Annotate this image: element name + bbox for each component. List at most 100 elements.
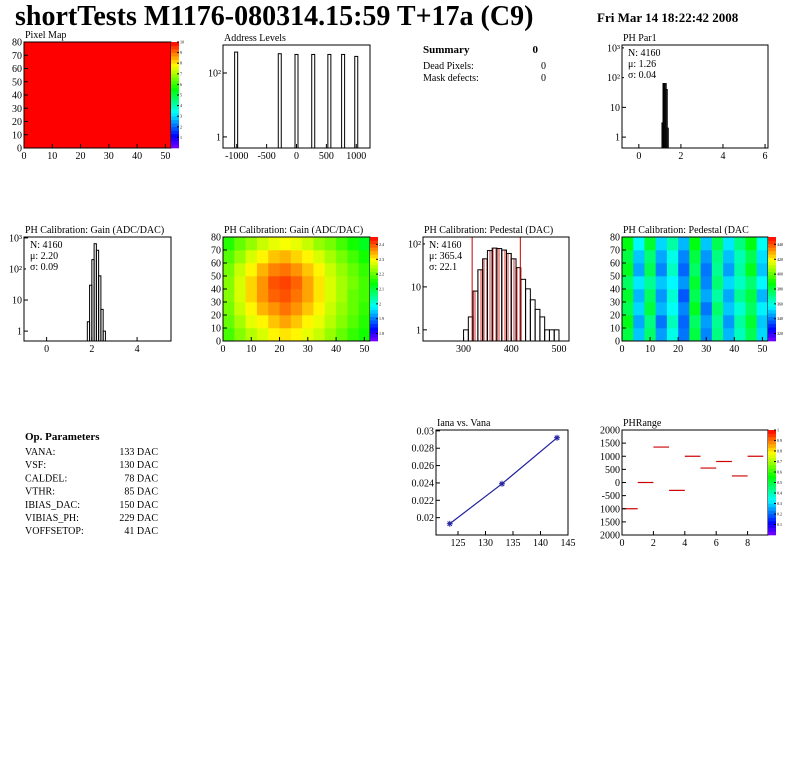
colorbar-label: 4 bbox=[180, 103, 182, 108]
frame bbox=[23, 236, 172, 342]
heat-cell bbox=[655, 250, 668, 264]
point bbox=[554, 434, 560, 441]
heat-cell bbox=[347, 250, 359, 264]
x-tick-label: 145 bbox=[561, 538, 576, 549]
heat-cell bbox=[268, 328, 280, 342]
heat-cell bbox=[313, 237, 326, 251]
heat-cell bbox=[313, 302, 326, 316]
x-tick-label: 20 bbox=[673, 344, 683, 355]
summary-value: 0 bbox=[541, 73, 546, 84]
y-tick-label: 40 bbox=[211, 285, 221, 296]
op-label: CALDEL: bbox=[25, 473, 67, 484]
summary-value: 0 bbox=[541, 61, 546, 72]
panel-title: PH Par1 bbox=[623, 33, 657, 44]
heat-cell bbox=[358, 302, 371, 316]
hist-bin bbox=[505, 252, 512, 342]
heat-cell bbox=[666, 315, 679, 329]
colorbar-step bbox=[171, 45, 179, 50]
heat-cell bbox=[711, 289, 724, 303]
heat-cell bbox=[723, 276, 735, 290]
heat-cell bbox=[633, 302, 645, 316]
heat-cell bbox=[234, 302, 246, 316]
heat-cell bbox=[689, 237, 701, 251]
colorbar-label: 1 bbox=[180, 135, 182, 140]
stats-line: σ: 0.04 bbox=[628, 70, 656, 81]
heat-cell bbox=[622, 302, 634, 316]
colorbar-step bbox=[171, 87, 179, 92]
heat-cell bbox=[723, 302, 735, 316]
heat-cell bbox=[678, 237, 690, 251]
y-tick-label: 1500 bbox=[600, 517, 620, 528]
heat-cell bbox=[268, 250, 280, 264]
y-tick-label: 10 bbox=[610, 103, 620, 114]
y-tick-label: 10² bbox=[607, 73, 620, 84]
heat-cell bbox=[655, 315, 668, 329]
colorbar-step bbox=[370, 302, 378, 307]
point bbox=[446, 520, 453, 527]
heat-cell bbox=[756, 328, 769, 342]
heat-cell bbox=[279, 315, 292, 329]
x-tick-label: 40 bbox=[331, 344, 341, 355]
x-tick-label: 2 bbox=[678, 151, 683, 162]
y-tick-label: 70 bbox=[610, 246, 620, 257]
stats-line: μ: 365.4 bbox=[429, 251, 462, 262]
heat-cell bbox=[336, 250, 348, 264]
op-value: 78 DAC bbox=[124, 473, 158, 484]
y-tick-label: 60 bbox=[211, 259, 221, 270]
heat-cell bbox=[245, 302, 258, 316]
y-tick-label: 1 bbox=[615, 133, 620, 144]
heat-cell bbox=[336, 315, 348, 329]
heat-cell bbox=[666, 250, 679, 264]
heat-cell bbox=[302, 263, 314, 277]
colorbar-label: 420 bbox=[777, 257, 783, 262]
colorbar-step bbox=[370, 334, 378, 338]
frame bbox=[422, 236, 570, 342]
heat-cell bbox=[358, 250, 371, 264]
op-label: IBIAS_DAC: bbox=[25, 500, 80, 511]
heat-cell bbox=[711, 315, 724, 329]
colorbar-step bbox=[171, 140, 179, 145]
colorbar-label: 1.8 bbox=[379, 331, 384, 336]
heat-cell bbox=[700, 276, 713, 290]
colorbar-step bbox=[768, 271, 776, 276]
op-value: 130 DAC bbox=[119, 460, 158, 471]
heat-cell bbox=[313, 263, 326, 277]
heat-cell bbox=[302, 237, 314, 251]
heat-cell bbox=[324, 263, 337, 277]
heat-cell bbox=[734, 302, 746, 316]
colorbar-step bbox=[768, 247, 776, 252]
y-tick-label: 500 bbox=[605, 465, 620, 476]
stats-line: μ: 1.26 bbox=[628, 59, 656, 70]
heat-cell bbox=[256, 302, 269, 316]
colorbar-step bbox=[370, 282, 378, 286]
colorbar-step bbox=[768, 282, 776, 286]
colorbar-step bbox=[370, 330, 378, 335]
panel-title: Iana vs. Vana bbox=[437, 418, 491, 429]
colorbar-step bbox=[768, 486, 776, 490]
x-tick-label: 6 bbox=[763, 151, 768, 162]
colorbar-step bbox=[768, 295, 776, 300]
heat-cell bbox=[256, 263, 269, 277]
colorbar-step bbox=[768, 500, 776, 504]
heat-cell bbox=[256, 289, 269, 303]
heat-cell bbox=[655, 237, 668, 251]
heat-cell bbox=[622, 237, 634, 251]
heat-cell bbox=[644, 289, 656, 303]
colorbar-step bbox=[370, 250, 378, 255]
colorbar-step bbox=[370, 295, 378, 300]
colorbar-step bbox=[370, 240, 378, 245]
hist-bin bbox=[486, 250, 493, 342]
heat-cell bbox=[324, 237, 337, 251]
heat-cell bbox=[666, 302, 679, 316]
heat-cell bbox=[655, 276, 668, 290]
heat-cell bbox=[723, 237, 735, 251]
colorbar-step bbox=[768, 250, 776, 255]
heat-cell bbox=[302, 289, 314, 303]
heat-cell bbox=[268, 302, 280, 316]
heat-cell bbox=[290, 263, 303, 277]
heat-cell bbox=[347, 302, 359, 316]
heat-cell bbox=[302, 328, 314, 342]
heat-cell bbox=[700, 302, 713, 316]
heat-cell bbox=[666, 289, 679, 303]
panel-title: PH Calibration: Gain (ADC/DAC) bbox=[224, 225, 363, 236]
